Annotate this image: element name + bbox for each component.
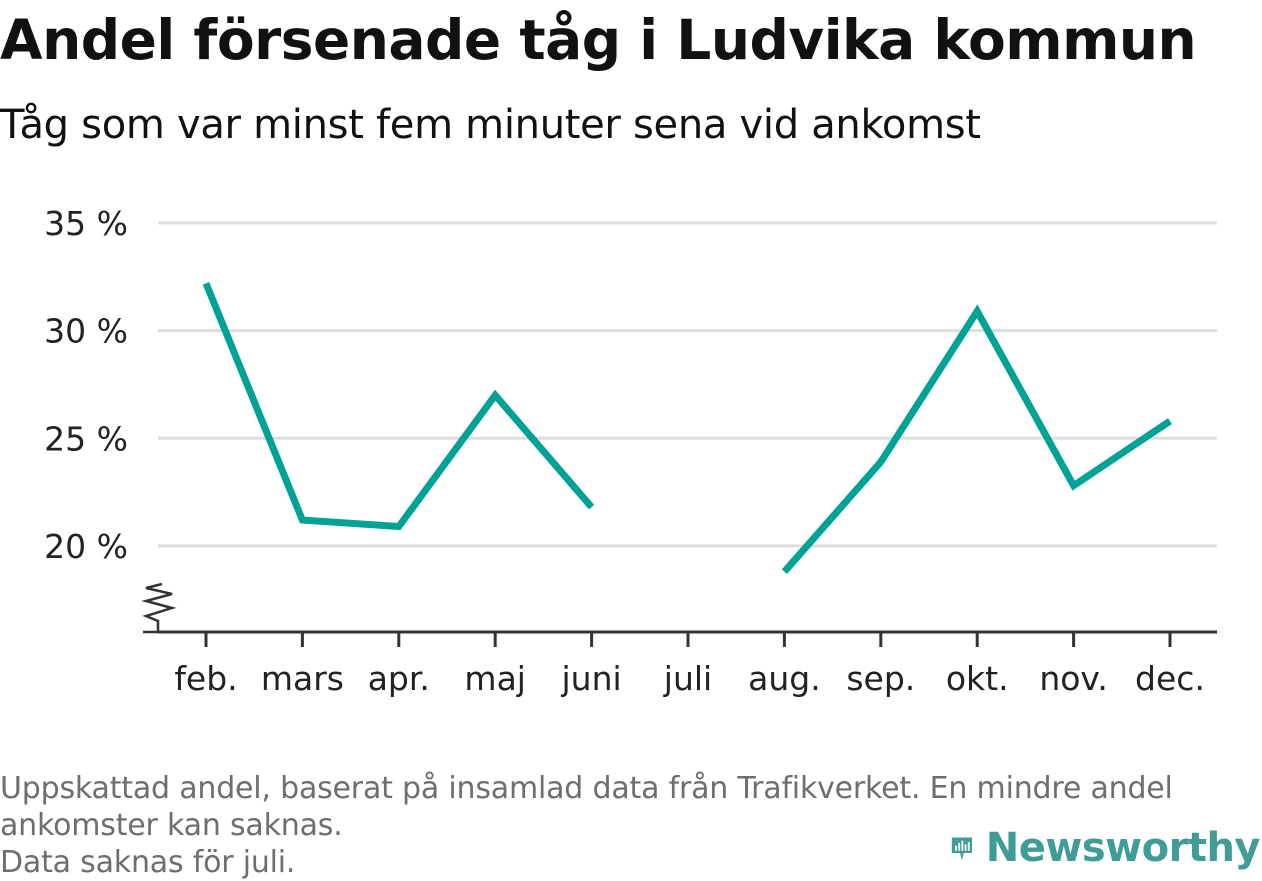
x-tick-label-2: apr. — [368, 659, 430, 698]
x-tick-label-1: mars — [261, 659, 344, 698]
y-tick-label-25: 25 % — [44, 419, 128, 458]
y-tick-labels: 20 % 25 % 30 % 35 % — [44, 204, 128, 566]
x-tick-label-6: aug. — [748, 659, 821, 698]
series-0-segment-0 — [202, 281, 595, 531]
x-tick-label-9: nov. — [1039, 659, 1108, 698]
footnote-line-3: Data saknas för juli. — [0, 845, 296, 880]
footnote: Uppskattad andel, baserat på insamlad da… — [0, 770, 1250, 881]
newsworthy-logo-icon — [951, 837, 972, 861]
footnote-line-1: Uppskattad andel, baserat på insamlad da… — [0, 771, 1173, 806]
brand-logo: Newsworthy — [950, 818, 1261, 878]
y-tick-label-30: 30 % — [44, 312, 128, 351]
footnote-line-2: ankomster kan saknas. — [0, 808, 343, 843]
x-tick-label-10: dec. — [1135, 659, 1205, 698]
x-tick-label-5: juli — [663, 659, 712, 698]
chart-subtitle: Tåg som var minst fem minuter sena vid a… — [0, 102, 981, 148]
brand-name: Newsworthy — [985, 825, 1261, 871]
series-lines — [202, 281, 1172, 575]
x-tick-label-3: maj — [464, 659, 526, 698]
x-tick-label-7: sep. — [846, 659, 915, 698]
x-tick-label-0: feb. — [174, 659, 237, 698]
x-tick-label-4: juni — [561, 659, 622, 698]
x-axis — [141, 582, 1217, 647]
chart-title: Andel försenade tåg i Ludvika kommun — [0, 8, 1197, 72]
gridlines — [158, 221, 1217, 548]
x-tick-labels: feb. mars apr. maj juni juli aug. sep. okt. nov. d… — [174, 659, 1205, 698]
line-chart: 20 % 25 % 30 % 35 % feb. mars apr. maj juni juli… — [44, 204, 1217, 698]
series-0-segment-1 — [781, 304, 1172, 575]
y-axis-break-marker — [141, 582, 177, 634]
y-tick-label-20: 20 % — [44, 527, 128, 566]
y-tick-label-35: 35 % — [44, 204, 128, 243]
x-tick-label-8: okt. — [946, 659, 1009, 698]
